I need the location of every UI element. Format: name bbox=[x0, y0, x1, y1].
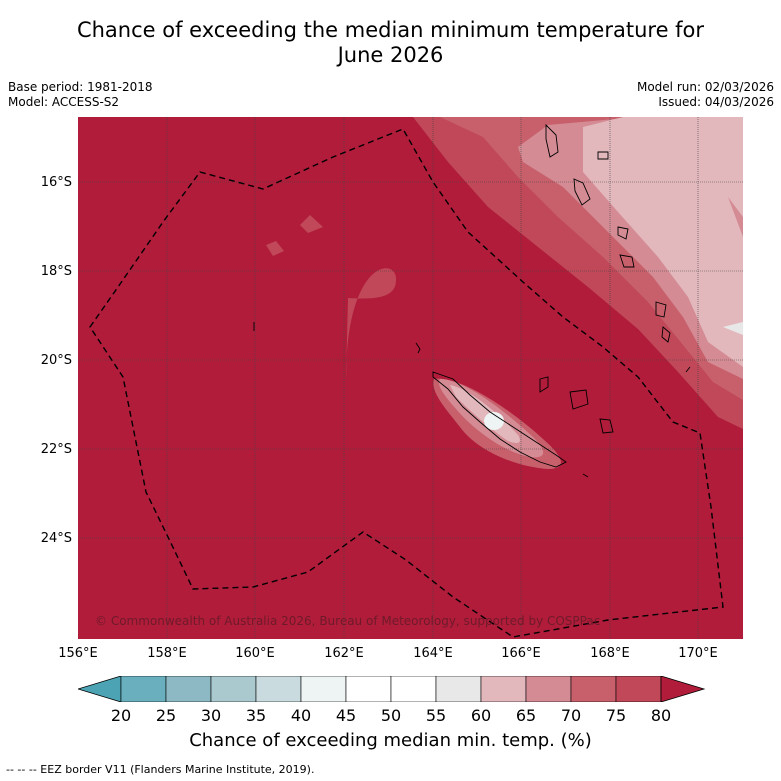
colorbar-cells bbox=[120, 676, 662, 702]
colorbar-cell-70 bbox=[570, 676, 617, 702]
lon-tick-168e: 168°E bbox=[590, 646, 630, 661]
lon-tick-170e: 170°E bbox=[678, 646, 718, 661]
coast-tanna bbox=[655, 301, 667, 318]
colorbar-label: Chance of exceeding median min. temp. (%… bbox=[189, 730, 592, 751]
eez-border bbox=[89, 128, 724, 638]
map-canvas bbox=[78, 117, 743, 639]
lon-tick-162e: 162°E bbox=[324, 646, 364, 661]
colorbar-cell-30 bbox=[210, 676, 257, 702]
coast-walpole bbox=[582, 473, 589, 478]
coast-espiritu-santo bbox=[545, 123, 559, 158]
title-line-2: June 2026 bbox=[337, 43, 444, 67]
patch-north-2 bbox=[266, 241, 284, 256]
coastlines bbox=[253, 123, 691, 478]
coast-belep bbox=[415, 342, 421, 354]
colorbar bbox=[78, 676, 706, 702]
contour-55-60 bbox=[723, 322, 743, 335]
coast-mare bbox=[599, 418, 614, 434]
colorbar-cell-45 bbox=[345, 676, 392, 702]
contour-60-65 bbox=[583, 117, 743, 367]
contour-nc-inner bbox=[450, 385, 520, 443]
patch-north-1 bbox=[300, 215, 323, 233]
colorbar-tick-75: 75 bbox=[605, 706, 627, 725]
copyright-credit: © Commonwealth of Australia 2026, Bureau… bbox=[95, 614, 601, 628]
coast-new-caledonia bbox=[432, 371, 567, 468]
coast-malekula bbox=[573, 178, 591, 206]
coast-matthew bbox=[685, 366, 691, 373]
eez-footnote: -- -- -- EEZ border V11 (Flanders Marine… bbox=[6, 763, 315, 776]
coast-ouvea bbox=[539, 376, 549, 393]
colorbar-cell-50 bbox=[390, 676, 437, 702]
lon-tick-160e: 160°E bbox=[235, 646, 275, 661]
colorbar-tick-20: 20 bbox=[110, 706, 132, 725]
meta-left: Base period: 1981-2018 Model: ACCESS-S2 bbox=[8, 80, 153, 110]
lat-tick-16s: 16°S bbox=[40, 175, 72, 190]
colorbar-tick-55: 55 bbox=[425, 706, 447, 725]
colorbar-cell-60 bbox=[480, 676, 527, 702]
chart-title: Chance of exceeding the median minimum t… bbox=[0, 18, 781, 68]
lon-tick-158e: 158°E bbox=[147, 646, 187, 661]
coast-aneityum bbox=[661, 326, 671, 343]
colorbar-low-extension bbox=[78, 676, 122, 702]
base-period: Base period: 1981-2018 bbox=[8, 80, 153, 94]
map-panel: © Commonwealth of Australia 2026, Bureau… bbox=[78, 117, 743, 639]
contour-nc-core bbox=[484, 412, 504, 430]
colorbar-tick-30: 30 bbox=[200, 706, 222, 725]
colorbar-cell-20 bbox=[120, 676, 167, 702]
meta-right: Model run: 02/03/2026 Issued: 04/03/2026 bbox=[637, 80, 774, 110]
lon-tick-164e: 164°E bbox=[413, 646, 453, 661]
model-run: Model run: 02/03/2026 bbox=[636, 80, 774, 94]
lat-tick-24s: 24°S bbox=[40, 531, 72, 546]
coast-erromango bbox=[619, 254, 635, 268]
lat-tick-22s: 22°S bbox=[40, 442, 72, 457]
map-gridlines bbox=[78, 117, 743, 639]
coast-lifou bbox=[569, 389, 589, 410]
lat-tick-20s: 20°S bbox=[40, 353, 72, 368]
lat-tick-18s: 18°S bbox=[40, 264, 72, 279]
colorbar-tick-40: 40 bbox=[290, 706, 312, 725]
colorbar-tick-35: 35 bbox=[245, 706, 267, 725]
lon-tick-166e: 166°E bbox=[501, 646, 541, 661]
colorbar-tick-50: 50 bbox=[380, 706, 402, 725]
colorbar-tick-60: 60 bbox=[470, 706, 492, 725]
colorbar-cell-75 bbox=[615, 676, 662, 702]
patch-central-1 bbox=[346, 268, 397, 380]
colorbar-cell-35 bbox=[255, 676, 302, 702]
coast-maewo bbox=[597, 151, 609, 160]
colorbar-cell-40 bbox=[300, 676, 347, 702]
colorbar-tick-80: 80 bbox=[650, 706, 672, 725]
colorbar-tick-65: 65 bbox=[515, 706, 537, 725]
colorbar-tick-45: 45 bbox=[335, 706, 357, 725]
colorbar-cell-25 bbox=[165, 676, 212, 702]
lon-tick-156e: 156°E bbox=[58, 646, 98, 661]
coast-efate bbox=[617, 226, 629, 240]
title-line-1: Chance of exceeding the median minimum t… bbox=[76, 18, 705, 42]
colorbar-high-extension bbox=[660, 676, 706, 702]
colorbar-cell-65 bbox=[525, 676, 572, 702]
issued-date: Issued: 04/03/2026 bbox=[658, 95, 774, 109]
colorbar-tick-70: 70 bbox=[560, 706, 582, 725]
model-name: Model: ACCESS-S2 bbox=[8, 95, 120, 109]
colorbar-tick-25: 25 bbox=[155, 706, 177, 725]
colorbar-cell-55 bbox=[435, 676, 482, 702]
